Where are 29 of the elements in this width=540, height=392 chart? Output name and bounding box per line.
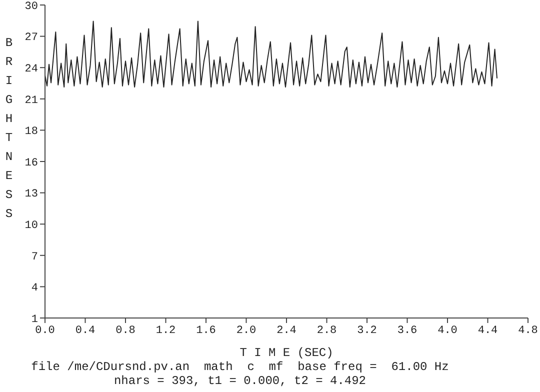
x-tick-label: 1.6	[196, 324, 216, 337]
y-tick-label: 30	[24, 0, 38, 13]
x-tick-label: 4.4	[478, 324, 498, 337]
y-tick-label: 16	[24, 157, 38, 170]
text: file /me/CDursnd.pv.an math c mf base freq = 61.00 Hz	[30, 360, 450, 374]
y-tick-label: 13	[24, 188, 38, 201]
text: BRIGHTNESS	[5, 36, 13, 221]
y-tick-label: 21	[24, 94, 38, 107]
x-tick-label: 4.8	[518, 324, 538, 337]
text: nhars = 393, t1 = 0.000, t2 = 4.492	[112, 374, 368, 388]
x-tick-label: 2.8	[316, 324, 337, 337]
x-tick-label: 2.0	[236, 324, 256, 337]
y-tick-label: 24	[24, 64, 38, 76]
x-tick-label: 2.4	[276, 324, 297, 337]
y-tick-label: 10	[24, 220, 38, 232]
x-tick-label: 1.2	[156, 324, 176, 337]
y-tick-label: 27	[24, 32, 38, 44]
x-tick-label: 0.4	[75, 324, 96, 337]
y-tick-label: 18	[24, 126, 38, 138]
x-tick-label: 3.6	[397, 324, 418, 337]
x-axis-title: T I M E (SEC)	[240, 346, 334, 360]
x-tick-label: 0.0	[35, 324, 55, 337]
y-tick-label: 4	[31, 282, 38, 295]
y-tick-label: 7	[31, 251, 38, 264]
y-tick-label: 1	[31, 314, 38, 326]
x-tick-label: 3.2	[357, 324, 377, 337]
x-tick-label: 4.0	[438, 324, 458, 337]
x-tick-label: 0.8	[116, 324, 136, 337]
line-series	[45, 20, 498, 88]
